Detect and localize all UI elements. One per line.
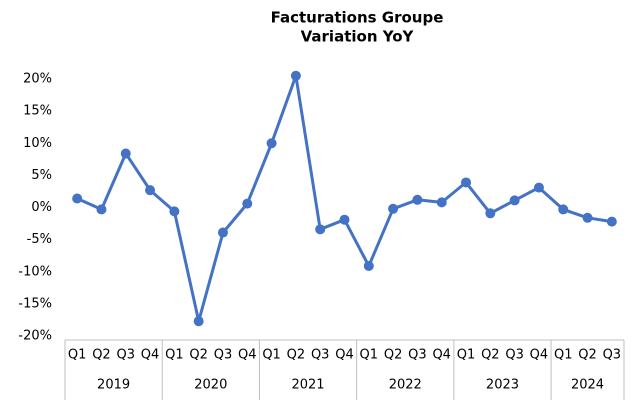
y-tick-label: -15% [18, 296, 52, 311]
y-tick-label: -20% [18, 329, 52, 344]
x-tick-label: Q3 [603, 348, 622, 363]
marker [169, 206, 180, 217]
marker [509, 195, 520, 206]
x-tick-label: Q4 [530, 348, 549, 363]
x-group-label: 2021 [291, 378, 324, 393]
marker [363, 260, 374, 271]
x-tick-label: Q2 [287, 348, 306, 363]
x-group-label: 2020 [194, 378, 227, 393]
y-tick-label: 20% [23, 72, 52, 87]
marker [120, 148, 131, 159]
marker [217, 227, 228, 238]
marker [242, 198, 253, 209]
marker [461, 177, 472, 188]
marker [485, 208, 496, 219]
y-tick-label: 15% [23, 104, 52, 119]
x-tick-label: Q2 [189, 348, 208, 363]
x-group-label: 2022 [389, 378, 422, 393]
x-tick-label: Q2 [92, 348, 111, 363]
marker [145, 185, 156, 196]
x-tick-label: Q4 [238, 348, 257, 363]
y-tick-label: 10% [23, 136, 52, 151]
y-tick-label: -5% [27, 232, 52, 247]
x-tick-label: Q4 [335, 348, 354, 363]
x-tick-label: Q3 [214, 348, 233, 363]
x-tick-label: Q3 [311, 348, 330, 363]
x-tick-label: Q1 [554, 348, 573, 363]
line [76, 74, 613, 323]
marker [388, 203, 399, 214]
marker [533, 182, 544, 193]
marker [582, 212, 593, 223]
x-tick-label: Q2 [384, 348, 403, 363]
marker [315, 224, 326, 235]
chart-subtitle: Variation YoY [301, 28, 415, 46]
x-tick-label: Q1 [457, 348, 476, 363]
x-group-label: 2019 [97, 378, 130, 393]
x-tick-label: Q4 [432, 348, 451, 363]
marker [558, 204, 569, 215]
x-tick-label: Q2 [578, 348, 597, 363]
marker [193, 316, 204, 327]
marker [96, 204, 107, 215]
x-tick-label: Q3 [505, 348, 524, 363]
x-tick-label: Q3 [117, 348, 136, 363]
x-tick-label: Q2 [481, 348, 500, 363]
marker [290, 70, 301, 81]
x-tick-label: Q4 [141, 348, 160, 363]
x-tick-label: Q1 [68, 348, 87, 363]
marker [436, 197, 447, 208]
x-tick-label: Q3 [408, 348, 427, 363]
marker [266, 138, 277, 149]
y-tick-label: 0% [31, 200, 52, 215]
y-tick-label: 5% [31, 168, 52, 183]
marker [412, 194, 423, 205]
marker [606, 216, 617, 227]
x-tick-label: Q1 [360, 348, 379, 363]
marker [72, 193, 83, 204]
chart-title: Facturations Groupe [271, 9, 444, 27]
x-group-label: 2023 [486, 378, 519, 393]
x-tick-label: Q1 [165, 348, 184, 363]
marker [339, 214, 350, 225]
x-tick-label: Q1 [262, 348, 281, 363]
y-tick-label: -10% [18, 264, 52, 279]
x-group-label: 2024 [571, 378, 604, 393]
